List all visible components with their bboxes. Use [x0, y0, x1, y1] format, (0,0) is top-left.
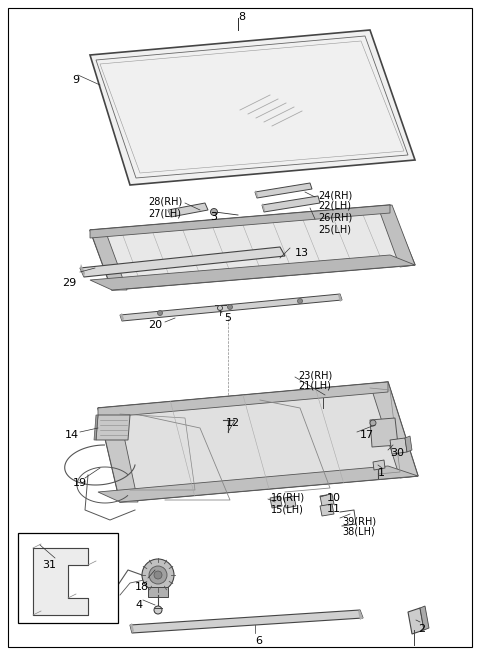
Polygon shape	[270, 496, 282, 508]
Polygon shape	[255, 183, 312, 198]
Circle shape	[211, 208, 217, 215]
Circle shape	[157, 310, 163, 316]
Circle shape	[154, 571, 162, 579]
Polygon shape	[90, 255, 415, 290]
Polygon shape	[370, 382, 418, 478]
Polygon shape	[148, 587, 168, 597]
Text: 14: 14	[65, 430, 79, 440]
Circle shape	[142, 559, 174, 591]
Polygon shape	[130, 610, 363, 633]
Circle shape	[217, 305, 223, 310]
Polygon shape	[80, 247, 285, 277]
Text: 19: 19	[73, 478, 87, 488]
Polygon shape	[90, 205, 390, 238]
Text: 22(LH): 22(LH)	[318, 201, 351, 211]
Text: 24(RH): 24(RH)	[318, 190, 352, 200]
Circle shape	[298, 299, 302, 303]
Polygon shape	[284, 496, 296, 508]
Polygon shape	[405, 436, 412, 452]
Text: 38(LH): 38(LH)	[342, 527, 375, 537]
Text: 3: 3	[210, 212, 217, 222]
Polygon shape	[90, 205, 415, 290]
Circle shape	[149, 566, 167, 584]
Text: 28(RH): 28(RH)	[148, 197, 182, 207]
Text: 25(LH): 25(LH)	[318, 224, 351, 234]
Polygon shape	[305, 390, 338, 403]
Polygon shape	[338, 294, 342, 302]
Text: 12: 12	[226, 418, 240, 428]
Text: 4: 4	[135, 600, 142, 610]
Text: 16(RH): 16(RH)	[271, 493, 305, 503]
Polygon shape	[98, 408, 138, 502]
Polygon shape	[94, 415, 98, 440]
Text: 30: 30	[390, 448, 404, 458]
Polygon shape	[80, 264, 85, 277]
Text: 9: 9	[72, 75, 79, 85]
Polygon shape	[262, 203, 265, 212]
Circle shape	[228, 305, 232, 310]
Text: 5: 5	[224, 313, 231, 323]
Polygon shape	[320, 494, 334, 506]
Polygon shape	[98, 382, 418, 502]
Polygon shape	[320, 504, 334, 516]
Polygon shape	[168, 208, 172, 217]
Polygon shape	[90, 230, 127, 290]
Polygon shape	[98, 466, 418, 502]
Polygon shape	[370, 418, 398, 447]
Text: 29: 29	[62, 278, 76, 288]
Text: 39(RH): 39(RH)	[342, 516, 376, 526]
Text: 23(RH): 23(RH)	[298, 370, 332, 380]
Text: 27(LH): 27(LH)	[148, 208, 181, 218]
Polygon shape	[120, 294, 342, 321]
Text: 18: 18	[135, 582, 149, 592]
Polygon shape	[373, 460, 385, 470]
Polygon shape	[168, 203, 208, 217]
Bar	[18, 533, 118, 623]
Text: 20: 20	[148, 320, 162, 330]
Text: 6: 6	[255, 636, 262, 646]
Polygon shape	[33, 548, 88, 615]
Polygon shape	[262, 196, 320, 212]
Text: 10: 10	[327, 493, 341, 503]
Polygon shape	[90, 30, 415, 185]
Polygon shape	[120, 313, 124, 321]
Polygon shape	[98, 382, 388, 418]
Polygon shape	[420, 606, 429, 630]
Text: 1: 1	[378, 468, 385, 478]
Polygon shape	[390, 438, 407, 454]
Text: 21(LH): 21(LH)	[298, 381, 331, 391]
Text: 31: 31	[42, 560, 56, 570]
Polygon shape	[358, 610, 363, 620]
Polygon shape	[96, 415, 130, 440]
Polygon shape	[255, 190, 258, 198]
Text: 8: 8	[238, 12, 245, 22]
Circle shape	[154, 606, 162, 614]
Circle shape	[370, 420, 376, 426]
Text: 13: 13	[295, 248, 309, 258]
Polygon shape	[378, 205, 415, 267]
Polygon shape	[130, 623, 134, 633]
Text: 15(LH): 15(LH)	[271, 504, 304, 514]
Text: 26(RH): 26(RH)	[318, 213, 352, 223]
Text: 11: 11	[327, 504, 341, 514]
Text: 17: 17	[360, 430, 374, 440]
Text: 2: 2	[418, 624, 425, 634]
Polygon shape	[408, 608, 424, 634]
